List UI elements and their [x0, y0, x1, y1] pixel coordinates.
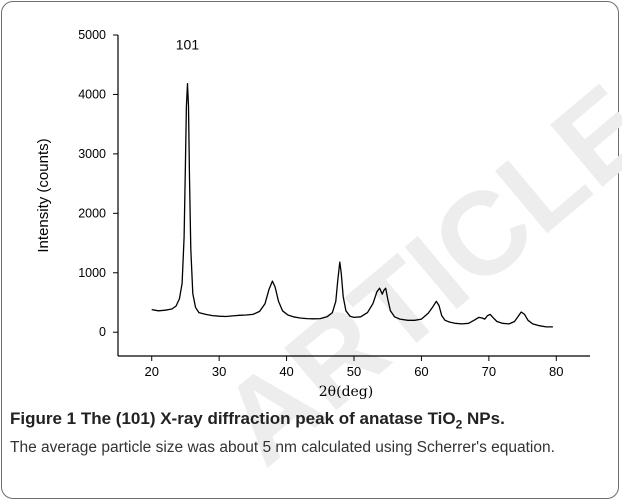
figure-caption: Figure 1 The (101) X-ray diffraction pea… — [10, 408, 610, 459]
caption-title-line: Figure 1 The (101) X-ray diffraction pea… — [10, 408, 610, 435]
series-line — [151, 83, 553, 328]
y-tick-label: 4000 — [78, 87, 106, 101]
caption-title-subscript: 2 — [455, 417, 463, 432]
x-tick-label: 40 — [279, 364, 293, 379]
y-ticks: 0 1000 2000 3000 4000 5000 — [78, 28, 118, 339]
chart-axes — [117, 35, 590, 357]
x-tick-label: 60 — [414, 364, 428, 379]
peak-annotation: 101 — [176, 37, 200, 53]
caption-body: The average particle size was about 5 nm… — [10, 439, 555, 457]
x-tick-label: 70 — [482, 364, 496, 379]
x-tick-label: 50 — [347, 364, 361, 379]
y-tick-label: 2000 — [78, 206, 106, 220]
caption-title-tail: NPs. — [462, 409, 505, 428]
x-tick-label: 80 — [549, 364, 563, 379]
x-tick-label: 30 — [212, 364, 226, 379]
y-tick-label: 0 — [99, 325, 106, 339]
x-tick-label: 20 — [144, 364, 158, 379]
y-tick-label: 3000 — [78, 147, 106, 161]
xrd-chart: 20 30 40 50 60 70 80 0 1000 2000 3000 4000 5000 101… — [35, 28, 590, 400]
caption-title: Figure 1 The (101) X-ray diffraction pea… — [10, 409, 456, 428]
y-tick-label: 5000 — [78, 28, 106, 42]
x-ticks: 20 30 40 50 60 70 80 — [144, 356, 564, 379]
y-tick-label: 1000 — [78, 266, 106, 280]
x-axis-label: 2θ(deg) — [319, 384, 373, 400]
y-axis-label: Intensity (counts) — [35, 138, 52, 252]
